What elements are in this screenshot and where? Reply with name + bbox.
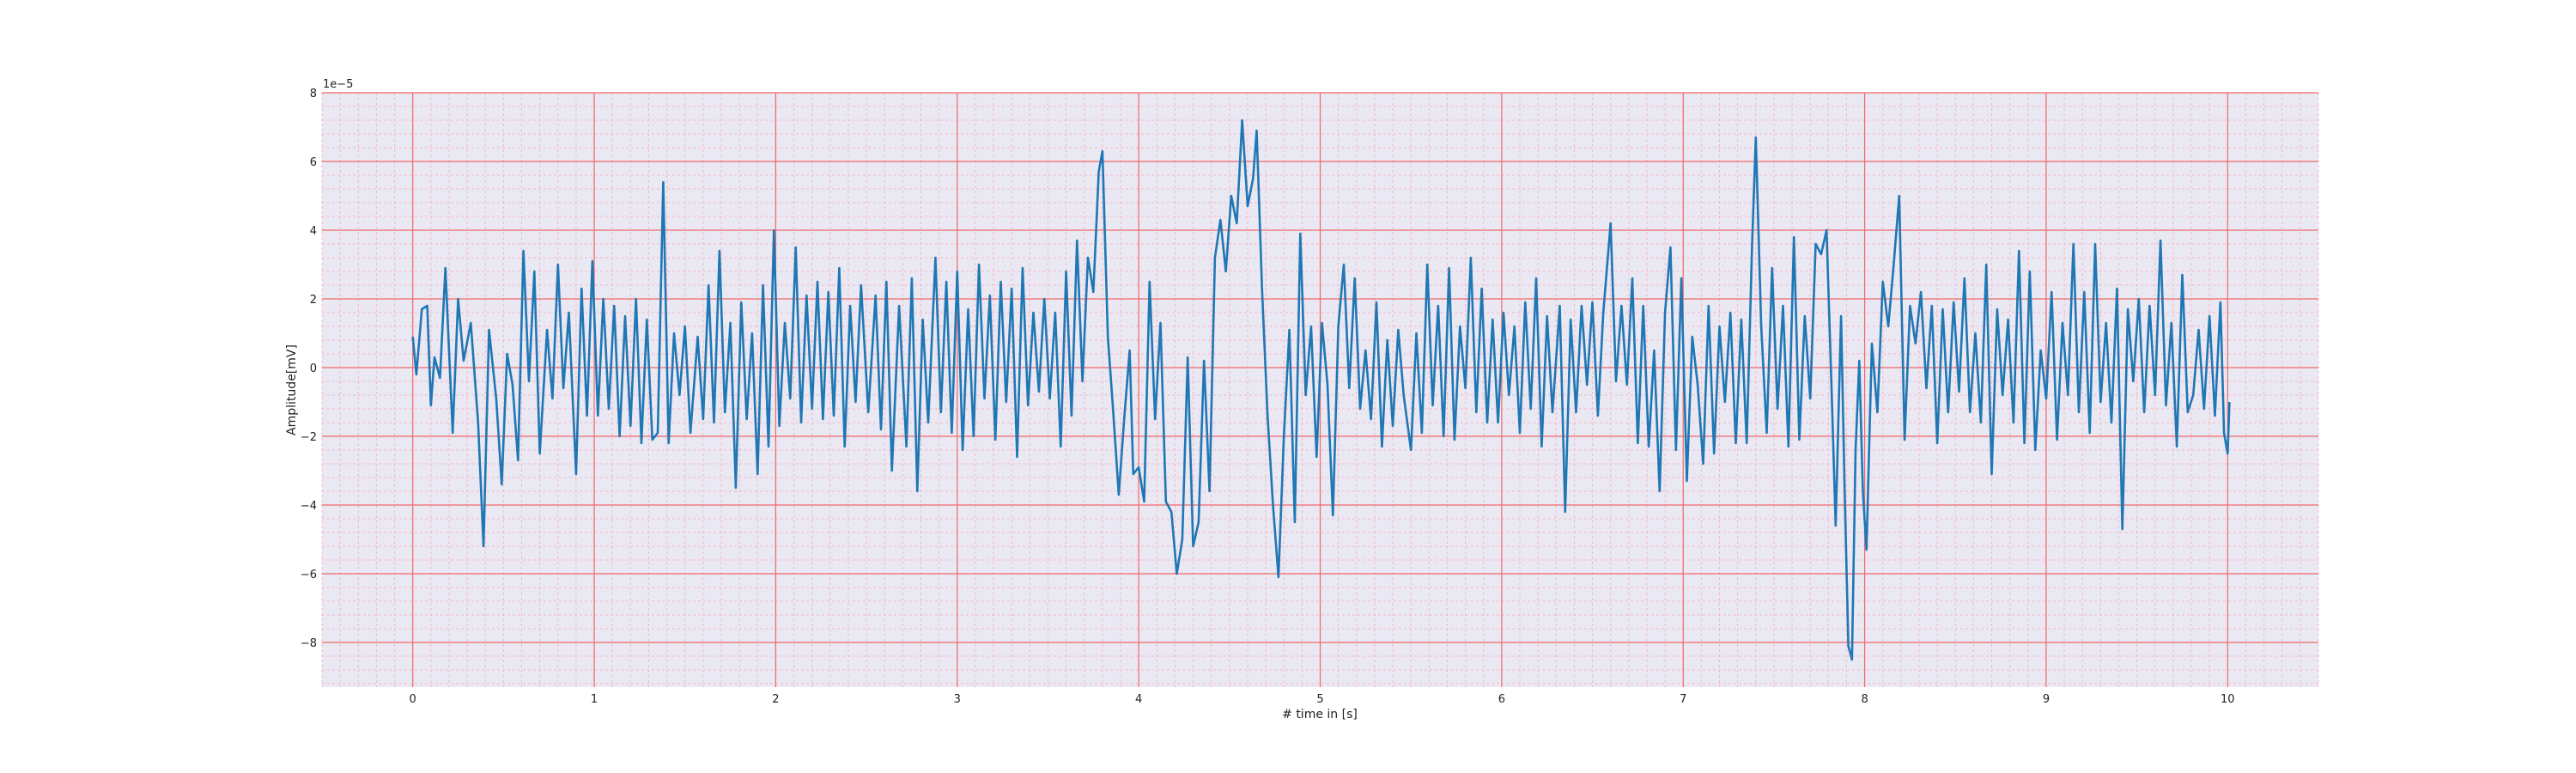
x-axis-label: # time in [s] [1282, 708, 1358, 721]
y-tick-label: −2 [301, 431, 317, 444]
x-tick-label: 9 [2043, 693, 2050, 706]
x-tick-label: 6 [1498, 693, 1505, 706]
x-tick-label: 3 [954, 693, 961, 706]
x-tick-label: 0 [410, 693, 416, 706]
x-tick-label: 5 [1316, 693, 1323, 706]
y-offset-label: 1e−5 [323, 78, 353, 91]
y-tick-label: −6 [301, 569, 317, 581]
y-tick-label: 4 [310, 225, 317, 238]
x-tick-label: 1 [591, 693, 598, 706]
x-tick-label: 10 [2221, 693, 2235, 706]
y-tick-label: 6 [310, 156, 317, 169]
y-axis-label: Amplitude[mV] [285, 344, 299, 435]
x-ticks: 0 1 2 3 4 5 6 7 8 9 10 [410, 693, 2235, 706]
y-tick-label: 0 [310, 362, 317, 375]
x-tick-label: 7 [1680, 693, 1686, 706]
x-tick-label: 4 [1135, 693, 1142, 706]
y-tick-label: −8 [301, 637, 317, 650]
y-tick-label: 8 [310, 88, 317, 100]
x-tick-label: 2 [772, 693, 779, 706]
minor-grid [321, 93, 2319, 687]
x-tick-label: 8 [1861, 693, 1868, 706]
y-ticks: −8 −6 −4 −2 0 2 4 6 8 [301, 88, 317, 650]
y-tick-label: −4 [301, 500, 317, 513]
y-tick-label: 2 [310, 294, 317, 307]
signal-line [411, 119, 2231, 661]
